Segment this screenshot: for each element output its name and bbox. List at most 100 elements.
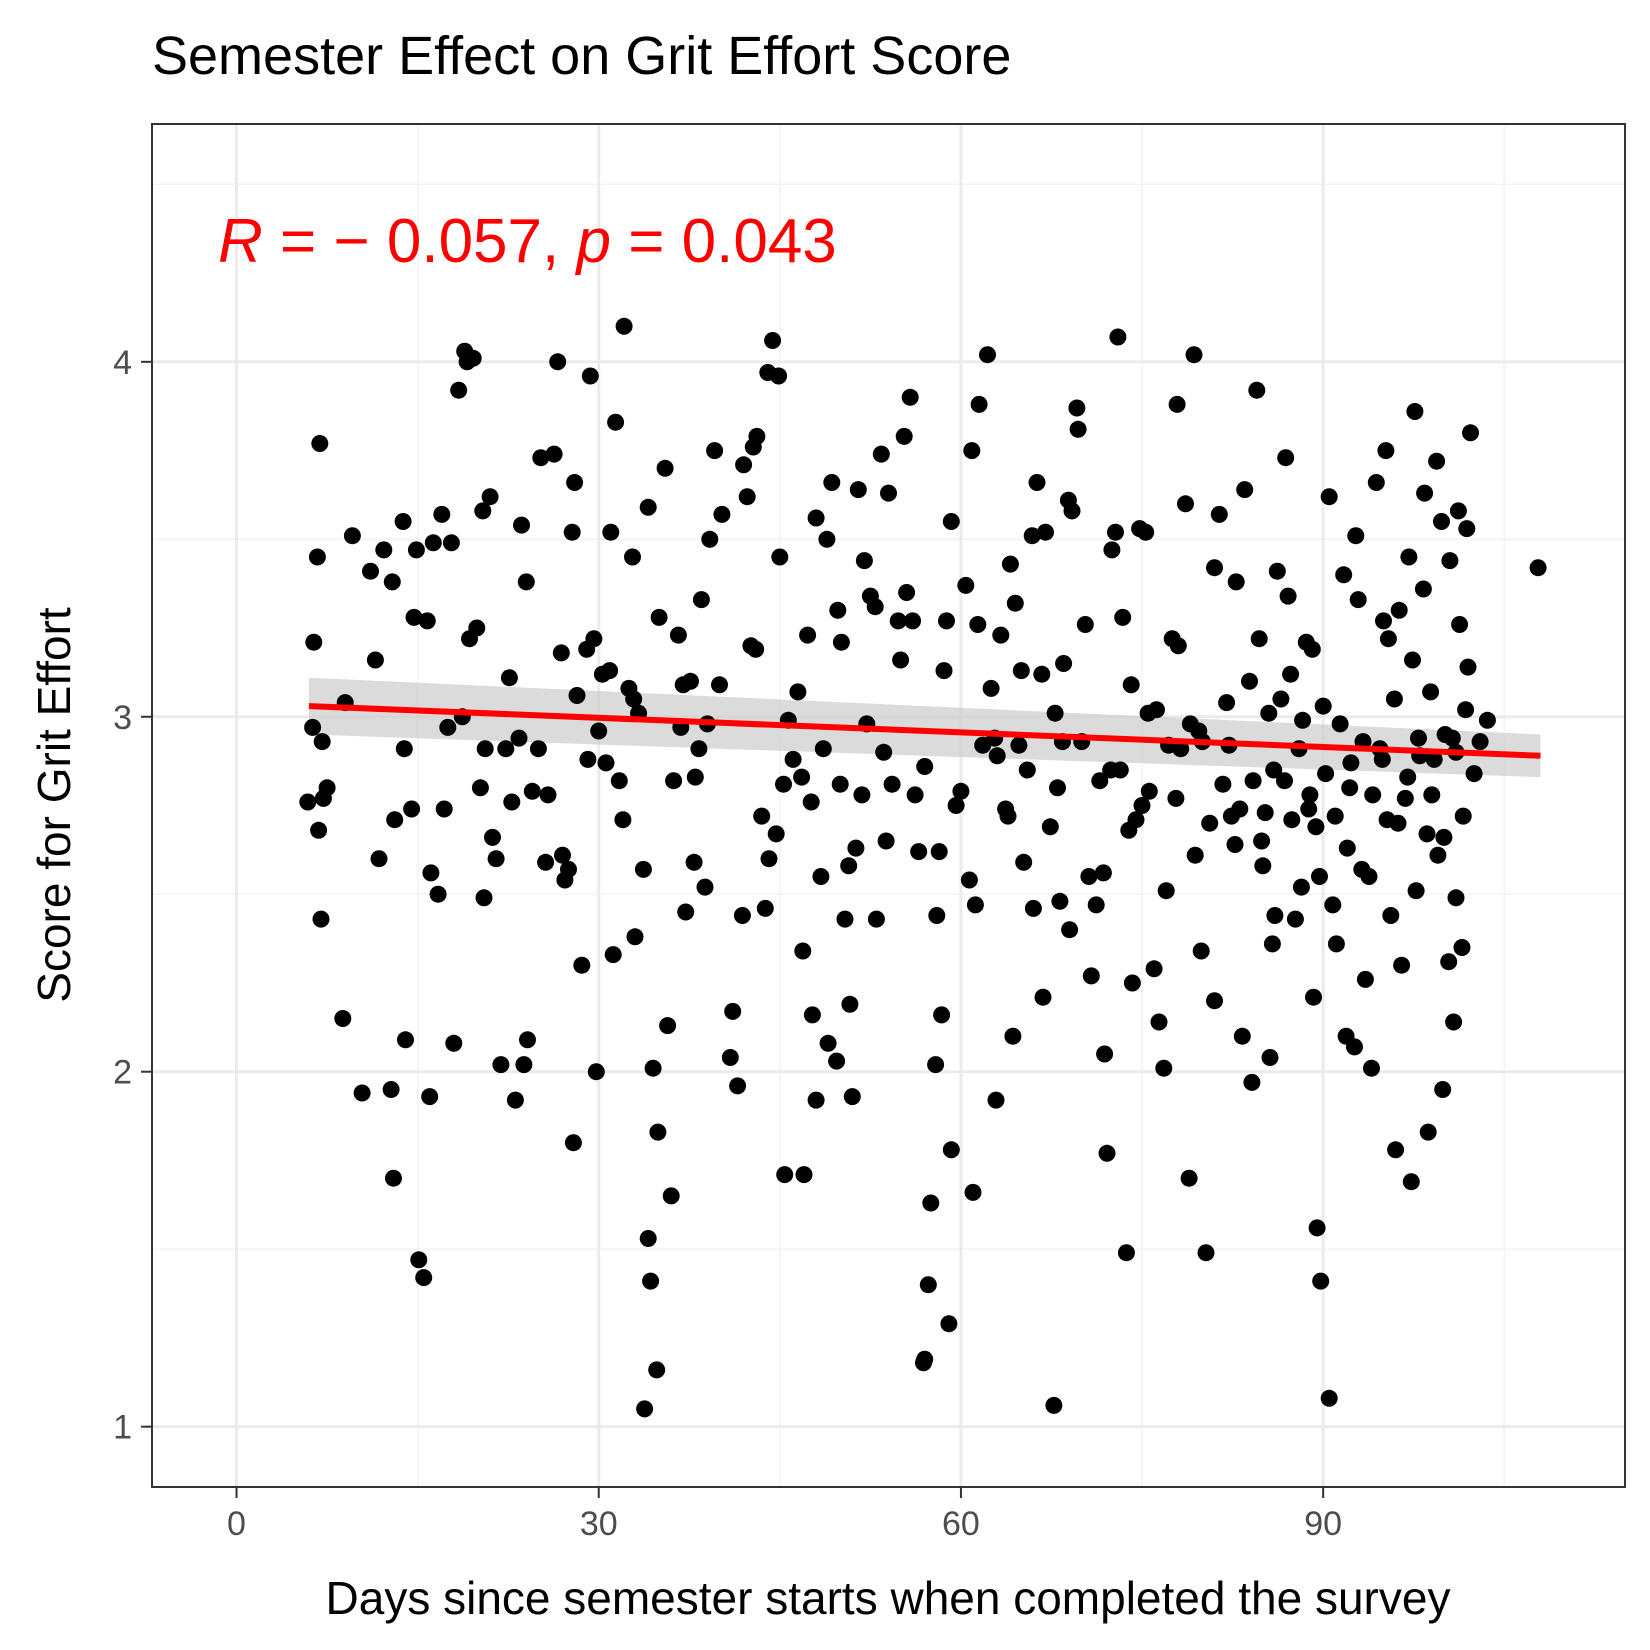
data-point <box>1256 804 1274 822</box>
data-point <box>610 772 628 790</box>
data-point <box>568 687 586 704</box>
data-point <box>1096 1045 1114 1063</box>
data-point <box>1253 832 1271 850</box>
data-point <box>819 1034 837 1052</box>
data-point <box>1465 765 1483 783</box>
data-point <box>1434 1081 1452 1098</box>
data-point <box>847 839 865 857</box>
data-point <box>901 388 919 406</box>
data-point <box>814 740 832 758</box>
data-point <box>334 1010 352 1027</box>
data-point <box>1114 608 1132 626</box>
data-point <box>1061 921 1079 939</box>
data-point <box>503 793 521 811</box>
data-point <box>789 683 807 701</box>
data-point <box>564 1134 582 1152</box>
data-point <box>1418 825 1436 843</box>
panel-border <box>151 123 1626 1488</box>
data-point <box>1327 935 1345 953</box>
data-point <box>867 910 885 928</box>
data-point <box>1308 1219 1326 1237</box>
data-point <box>1400 548 1418 566</box>
data-point <box>405 608 423 626</box>
data-point <box>1192 942 1210 960</box>
data-point <box>775 775 792 793</box>
data-point <box>642 1272 660 1290</box>
data-point <box>1051 892 1069 910</box>
y-tick-label: 2 <box>113 1054 132 1092</box>
data-point <box>928 907 946 924</box>
data-point <box>1389 814 1407 832</box>
data-point <box>1150 1013 1168 1031</box>
data-point <box>711 676 728 694</box>
correlation-annotation: R = − 0.057, p = 0.043 <box>218 207 837 276</box>
data-point <box>1282 665 1300 683</box>
data-point <box>1324 896 1342 914</box>
data-point <box>1447 889 1465 907</box>
data-point <box>1167 789 1185 807</box>
data-point <box>1407 882 1425 900</box>
data-point <box>1045 1396 1063 1414</box>
data-point <box>849 481 867 499</box>
data-point <box>474 502 492 520</box>
data-point <box>812 868 830 885</box>
data-point <box>713 505 731 523</box>
data-point <box>1063 502 1081 520</box>
data-point <box>1012 662 1030 680</box>
data-point <box>1363 1059 1380 1077</box>
data-point <box>468 619 486 637</box>
data-point <box>706 442 724 460</box>
data-point <box>1367 474 1385 491</box>
data-point <box>828 1052 846 1070</box>
data-point <box>919 1276 937 1294</box>
data-point <box>889 612 907 630</box>
data-point <box>1218 694 1236 712</box>
data-point <box>445 1034 463 1052</box>
data-point <box>1180 1169 1198 1187</box>
data-point <box>370 850 388 868</box>
data-point <box>475 889 493 907</box>
data-point <box>648 1361 666 1379</box>
data-point <box>836 910 854 928</box>
data-point <box>1109 328 1127 346</box>
data-point <box>506 1091 524 1109</box>
data-point <box>677 903 695 921</box>
data-point <box>1250 630 1268 648</box>
data-point <box>607 413 625 431</box>
data-point <box>422 864 440 882</box>
data-point <box>771 548 789 566</box>
data-point <box>1305 988 1322 1006</box>
data-point <box>1260 704 1278 722</box>
data-point <box>644 1059 662 1077</box>
data-point <box>394 513 412 530</box>
data-point <box>916 758 934 775</box>
data-point <box>1292 878 1310 896</box>
data-point <box>988 747 1006 765</box>
data-point <box>552 644 570 662</box>
data-point <box>1023 527 1041 545</box>
data-point <box>898 584 916 601</box>
data-point <box>1018 761 1036 779</box>
data-point <box>701 530 719 548</box>
data-point <box>1451 616 1469 633</box>
y-tick-label: 4 <box>113 344 132 382</box>
data-point <box>304 718 322 736</box>
data-point <box>529 740 547 758</box>
data-point <box>614 811 632 829</box>
data-point <box>1342 754 1360 772</box>
data-point <box>877 832 895 850</box>
data-point <box>1268 562 1286 580</box>
data-point <box>1294 711 1312 729</box>
data-point <box>1375 612 1392 630</box>
data-point <box>999 807 1017 825</box>
data-point <box>1320 488 1338 506</box>
data-point <box>1069 420 1087 438</box>
data-point <box>1157 882 1175 900</box>
y-tick-label: 1 <box>113 1409 132 1447</box>
data-point <box>866 598 884 616</box>
regression-line <box>308 703 1541 759</box>
data-point <box>573 956 591 974</box>
data-point <box>724 1002 742 1020</box>
data-point <box>803 1006 821 1024</box>
data-point <box>685 853 703 871</box>
